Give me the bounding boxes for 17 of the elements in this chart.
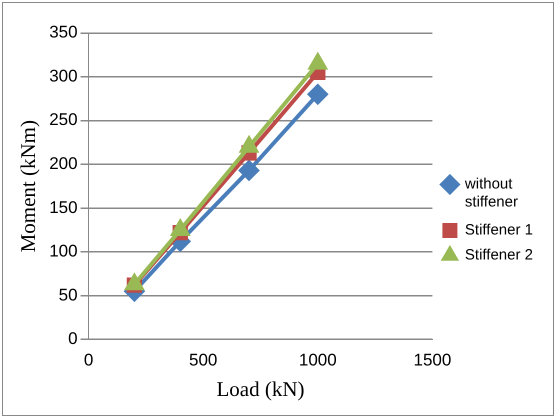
y-tick-label: 300 [49, 66, 78, 86]
y-tick-label: 100 [49, 242, 78, 261]
y-tick-label: 0 [68, 329, 78, 348]
x-tick-label: 1500 [413, 350, 452, 370]
legend-label: without stiffener [464, 176, 518, 211]
x-tick-label: 1000 [298, 350, 337, 370]
y-tick-label: 50 [58, 285, 78, 304]
legend-label: Stiffener 2 [464, 246, 534, 264]
y-tick-label: 150 [49, 198, 78, 217]
x-tick-label: 0 [84, 350, 94, 370]
legend-label: Stiffener 1 [464, 222, 534, 239]
y-tick-label: 200 [49, 154, 78, 173]
x-axis-title: Load (kN) [216, 376, 305, 401]
y-tick-label: 350 [49, 22, 78, 42]
y-axis-title: Moment (kNm) [16, 120, 40, 252]
x-tick-label: 500 [188, 350, 218, 370]
y-tick-label: 250 [49, 110, 78, 130]
